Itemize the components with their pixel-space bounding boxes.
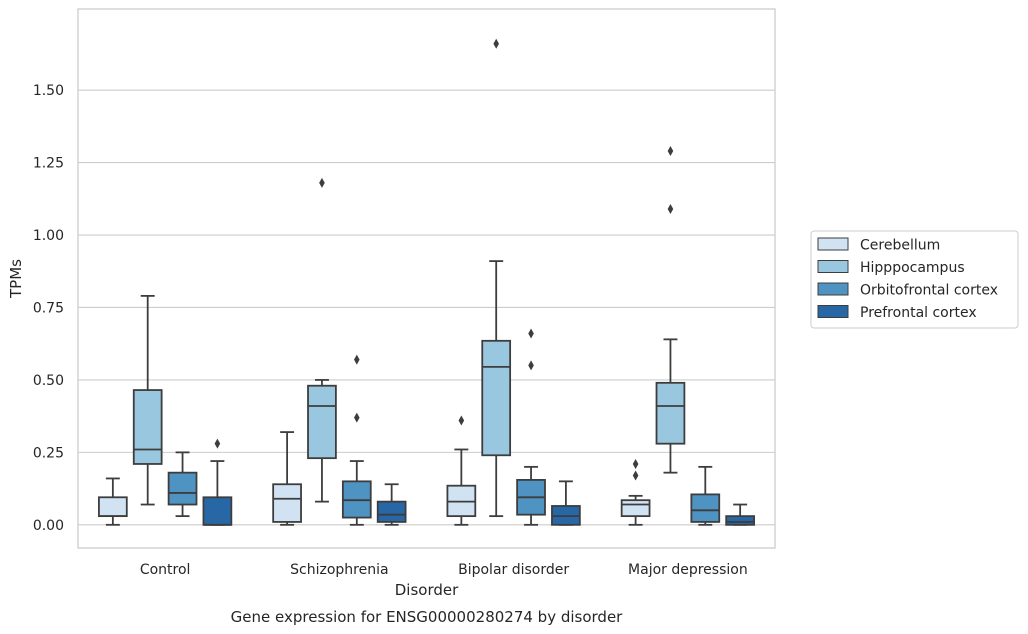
box-plot	[132, 294, 163, 506]
box	[202, 496, 233, 526]
outlier-point	[528, 328, 534, 339]
box-plots	[98, 38, 755, 526]
outlier-point	[667, 145, 674, 156]
outlier-point	[667, 203, 674, 214]
box-plot	[272, 431, 302, 526]
x-tick-label: Bipolar disorder	[458, 562, 569, 578]
y-tick-label: 0.75	[33, 300, 64, 316]
box	[307, 384, 337, 460]
legend: Cerebellum Hipppocampus Orbitofrontal cort…	[810, 230, 1019, 329]
box-plot	[98, 477, 128, 526]
y-tick-labels: 0.00 0.25 0.50 0.75 1.00 1.25 1.50	[33, 83, 64, 534]
box-plot	[307, 177, 337, 503]
box	[376, 500, 407, 523]
box-plot	[725, 503, 755, 526]
box	[132, 389, 163, 465]
box	[620, 499, 651, 518]
box	[655, 381, 686, 445]
plot-frame	[77, 8, 776, 549]
legend-frame	[810, 230, 1019, 329]
legend-swatch	[817, 282, 849, 296]
box-plot	[620, 458, 651, 526]
box	[725, 515, 755, 526]
y-tick-label: 0.25	[33, 445, 64, 461]
chart-caption: Gene expression for ENSG00000280274 by d…	[231, 608, 624, 626]
box	[167, 471, 198, 506]
y-axis-label: TPMs	[7, 259, 25, 299]
legend-label: Cerebellum	[860, 238, 940, 254]
box-plot	[202, 438, 233, 526]
grid	[78, 89, 775, 526]
x-tick-label: Major depression	[628, 562, 748, 578]
box-plot	[481, 38, 512, 518]
outlier-point	[354, 354, 360, 365]
x-tick-label: Schizophrenia	[290, 562, 388, 578]
y-tick-label: 0.50	[33, 373, 64, 389]
legend-swatch	[817, 305, 849, 318]
legend-label: Prefrontal cortex	[860, 305, 977, 321]
outlier-point	[354, 412, 360, 423]
legend-swatch	[817, 260, 849, 273]
box-plot	[516, 328, 546, 526]
box-plot	[376, 483, 407, 526]
box	[481, 339, 512, 457]
box	[98, 496, 128, 518]
box-plot	[341, 354, 372, 526]
x-tick-label: Control	[140, 562, 191, 578]
outlier-point	[319, 177, 325, 188]
outlier-point	[632, 458, 639, 469]
box	[272, 483, 302, 523]
outlier-point	[528, 360, 534, 371]
legend-label: Hipppocampus	[860, 260, 965, 276]
outlier-point	[214, 438, 221, 449]
y-tick-label: 1.50	[33, 83, 64, 99]
box	[690, 493, 721, 523]
outlier-point	[493, 38, 499, 49]
box-plot	[167, 451, 198, 518]
box-plot	[690, 465, 721, 526]
outlier-point	[458, 415, 465, 426]
legend-swatch	[817, 237, 849, 251]
box-plot	[446, 415, 477, 526]
outlier-point	[632, 470, 639, 481]
x-tick-labels: Control Schizophrenia Bipolar disorder Majo…	[140, 562, 748, 578]
legend-label: Orbitofrontal cortex	[860, 283, 998, 299]
box-plot	[655, 145, 686, 474]
box-plot	[551, 480, 581, 526]
y-tick-label: 1.00	[33, 228, 64, 244]
y-tick-label: 1.25	[33, 156, 64, 172]
x-axis-label: Disorder	[395, 581, 459, 599]
y-tick-label: 0.00	[33, 518, 64, 534]
